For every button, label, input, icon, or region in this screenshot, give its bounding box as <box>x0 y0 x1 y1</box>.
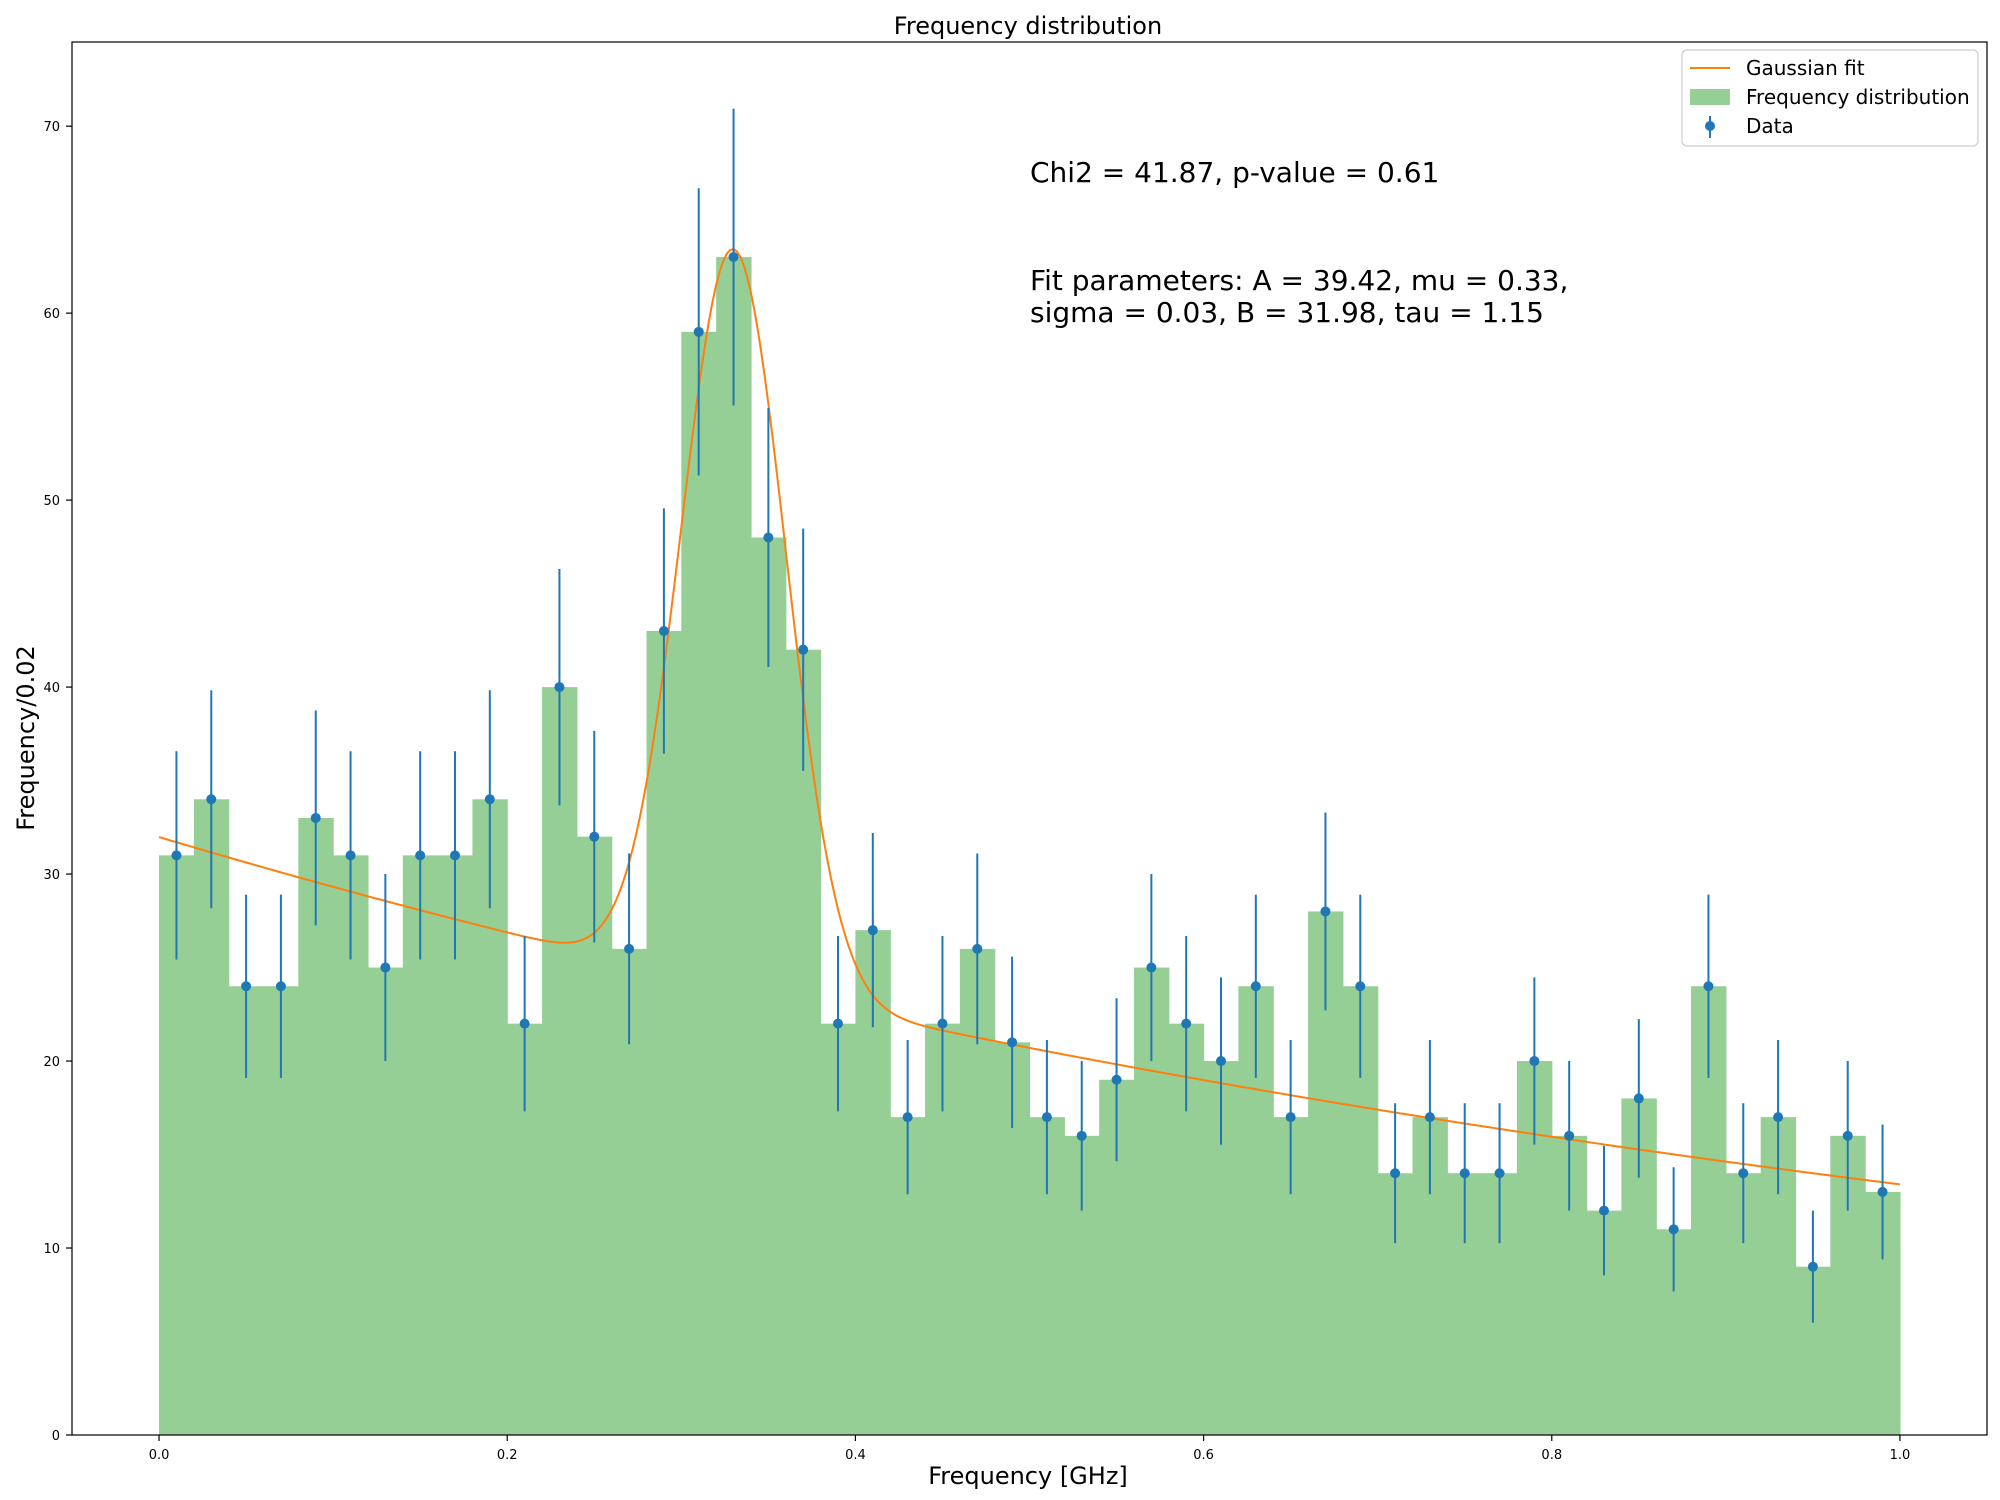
x-tick-label: 0.2 <box>497 1448 518 1463</box>
y-tick-label: 0 <box>52 1429 60 1444</box>
gaussian-fit-curve <box>158 248 1901 1186</box>
data-point <box>1877 1186 1888 1197</box>
legend-gaussian-fit-label: Gaussian fit <box>1746 56 1865 80</box>
chart-title: Frequency distribution <box>894 12 1162 40</box>
data-point <box>1424 1112 1435 1123</box>
data-point <box>1459 1168 1470 1179</box>
data-point <box>241 981 252 992</box>
chi2-annotation: Chi2 = 41.87, p-value = 0.61 <box>1030 156 1439 189</box>
data-point <box>728 252 739 263</box>
data-point <box>1703 981 1714 992</box>
data-point <box>1181 1018 1192 1029</box>
histogram-bar <box>542 687 578 1435</box>
histogram-bar <box>646 630 682 1435</box>
data-point <box>867 925 878 936</box>
x-tick-label: 0.8 <box>1541 1448 1562 1463</box>
histogram-bar <box>716 257 752 1435</box>
data-point <box>1320 906 1331 917</box>
y-tick-label: 20 <box>43 1055 60 1070</box>
data-point <box>1633 1093 1644 1104</box>
data-point <box>1668 1224 1679 1235</box>
data-point <box>693 326 704 337</box>
histogram-bar <box>681 331 717 1435</box>
legend: Gaussian fit Frequency distribution Data <box>1681 49 1979 147</box>
data-point <box>450 850 460 861</box>
data-point <box>1807 1261 1818 1272</box>
y-tick-label: 60 <box>43 307 60 322</box>
x-axis-label: Frequency [GHz] <box>928 1462 1128 1490</box>
data-errorbars <box>171 108 1888 1323</box>
plot-area <box>71 41 1988 1436</box>
data-point <box>972 943 983 954</box>
histogram-bar <box>750 537 787 1435</box>
x-axis-ticks: 0.0 0.2 0.4 0.6 0.8 1.0 <box>149 1435 1911 1463</box>
data-point <box>1007 1037 1018 1048</box>
legend-box <box>1681 49 1979 147</box>
data-point <box>589 831 600 842</box>
y-axis-label: Frequency/0.02 <box>12 645 40 831</box>
data-point <box>1041 1112 1052 1123</box>
data-point <box>345 850 356 861</box>
data-point <box>484 794 495 805</box>
data-point <box>658 625 669 636</box>
data-point <box>1599 1205 1609 1216</box>
legend-data-label: Data <box>1746 114 1794 138</box>
data-point <box>763 532 774 543</box>
data-point <box>1076 1130 1087 1141</box>
data-point <box>798 644 809 655</box>
data-point <box>1842 1130 1853 1141</box>
legend-data-marker <box>1705 121 1715 131</box>
fit-parameters-annotation-line1: Fit parameters: A = 39.42, mu = 0.33, <box>1030 264 1568 297</box>
data-point <box>1564 1130 1575 1141</box>
y-tick-label: 70 <box>43 120 60 135</box>
data-point <box>1529 1056 1540 1067</box>
legend-histogram-swatch <box>1690 89 1730 105</box>
data-point <box>380 962 391 973</box>
y-tick-label: 30 <box>43 868 60 883</box>
data-point <box>1738 1168 1749 1179</box>
y-tick-label: 10 <box>43 1242 60 1257</box>
y-tick-label: 50 <box>43 494 60 509</box>
data-point <box>1146 962 1157 973</box>
x-tick-label: 0.4 <box>845 1448 866 1463</box>
y-tick-label: 40 <box>43 681 60 696</box>
x-tick-label: 0.0 <box>149 1448 170 1463</box>
data-point <box>1111 1074 1122 1085</box>
legend-histogram-label: Frequency distribution <box>1746 85 1970 109</box>
data-point <box>1250 981 1261 992</box>
x-tick-label: 1.0 <box>1890 1448 1911 1463</box>
data-point <box>833 1018 843 1029</box>
data-point <box>902 1112 913 1123</box>
fit-parameters-annotation-line2: sigma = 0.03, B = 31.98, tau = 1.15 <box>1030 296 1544 329</box>
data-point <box>1494 1168 1505 1179</box>
data-point <box>624 943 635 954</box>
data-point <box>275 981 286 992</box>
x-tick-label: 0.6 <box>1193 1448 1214 1463</box>
data-point <box>310 812 321 823</box>
y-axis-ticks: 0 10 20 30 40 50 60 70 <box>43 120 72 1444</box>
data-point <box>937 1018 948 1029</box>
histogram-bars <box>159 257 1901 1435</box>
data-point <box>519 1018 530 1029</box>
data-point <box>1390 1168 1401 1179</box>
data-point <box>1773 1112 1784 1123</box>
data-point <box>1355 981 1366 992</box>
gaussian-fit-line <box>158 248 1901 1186</box>
data-point <box>1285 1112 1296 1123</box>
data-point <box>171 850 182 861</box>
histogram-bar <box>785 649 822 1435</box>
data-point <box>554 682 565 693</box>
data-point <box>1216 1056 1226 1067</box>
data-point <box>206 794 217 805</box>
data-point <box>415 850 426 861</box>
axes-frame <box>71 41 1988 1436</box>
